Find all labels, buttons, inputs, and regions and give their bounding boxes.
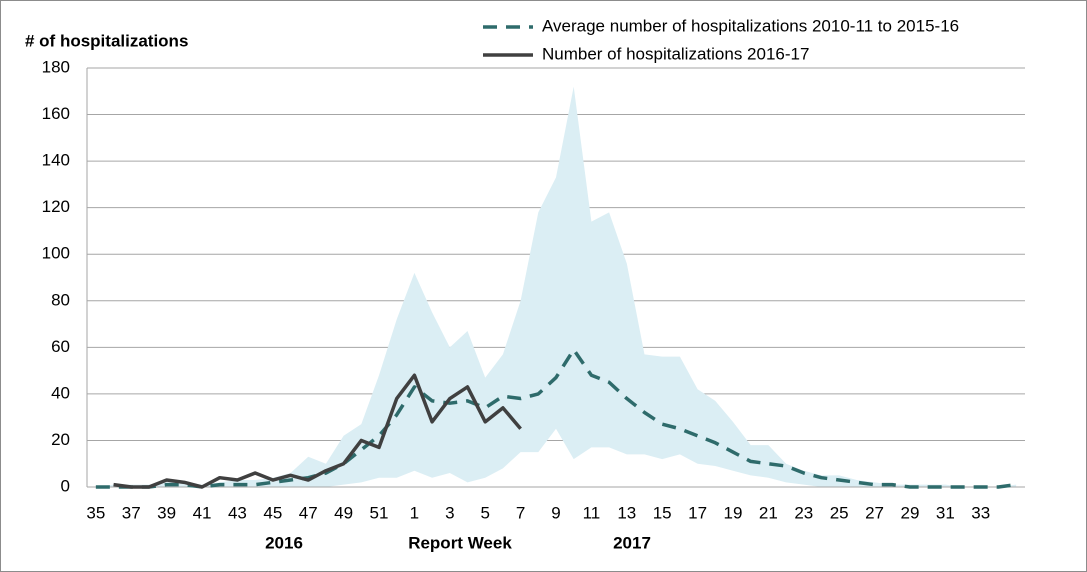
series-line — [95, 347, 1017, 489]
range-band — [95, 86, 1017, 487]
x-tick-label: 25 — [830, 503, 849, 522]
y-tick-label: 20 — [51, 430, 70, 449]
x-tick-label: 31 — [936, 503, 955, 522]
x-tick-label: 49 — [334, 503, 353, 522]
y-tick-label: 160 — [42, 104, 70, 123]
x-tick-label: 27 — [865, 503, 884, 522]
x-tick-label: 35 — [86, 503, 105, 522]
x-tick-label: 9 — [551, 503, 560, 522]
x-tick-label: 5 — [480, 503, 489, 522]
x-tick-label: 7 — [516, 503, 525, 522]
x-tick-label: 33 — [971, 503, 990, 522]
y-tick-label: 100 — [42, 244, 70, 263]
x-tick-label: 11 — [583, 503, 601, 522]
legend-label: Number of hospitalizations 2016-17 — [542, 44, 809, 63]
x-tick-label: 23 — [794, 503, 813, 522]
y-tick-label: 140 — [42, 151, 70, 170]
x-tick-label: 45 — [263, 503, 282, 522]
series-line — [113, 373, 522, 489]
y-axis-title: # of hospitalizations — [25, 31, 188, 50]
x-tick-label: 19 — [724, 503, 743, 522]
year-label: 2017 — [613, 533, 651, 552]
x-tick-label: 47 — [299, 503, 318, 522]
x-tick-label: 43 — [228, 503, 247, 522]
x-tick-label: 1 — [410, 503, 419, 522]
x-tick-label: 41 — [193, 503, 212, 522]
legend-label: Average number of hospitalizations 2010-… — [542, 16, 959, 35]
x-tick-label: 15 — [653, 503, 672, 522]
y-tick-label: 40 — [51, 383, 70, 402]
y-tick-label: 180 — [42, 57, 70, 76]
y-tick-label: 60 — [51, 337, 70, 356]
x-tick-label: 21 — [759, 503, 778, 522]
x-tick-label: 29 — [901, 503, 920, 522]
x-tick-label: 3 — [445, 503, 454, 522]
y-tick-label: 80 — [51, 290, 70, 309]
x-axis-title: Report Week — [408, 533, 512, 552]
x-tick-label: 17 — [688, 503, 707, 522]
x-tick-label: 51 — [370, 503, 389, 522]
x-tick-label: 13 — [617, 503, 636, 522]
x-tick-label: 39 — [157, 503, 176, 522]
y-tick-label: 120 — [42, 197, 70, 216]
year-label: 2016 — [265, 533, 303, 552]
x-tick-label: 37 — [122, 503, 141, 522]
y-tick-label: 0 — [61, 476, 70, 495]
